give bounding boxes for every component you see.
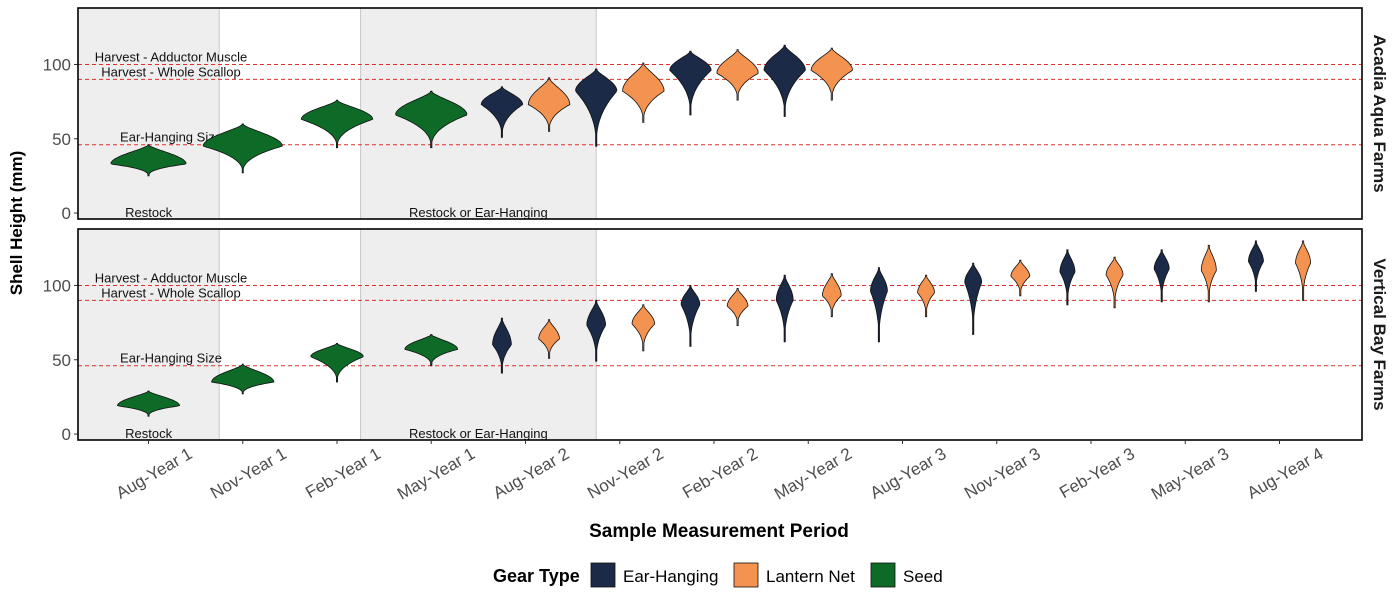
x-tick-label: May-Year 2 xyxy=(771,444,855,504)
violin xyxy=(763,44,806,117)
y-tick-label: 0 xyxy=(62,425,71,444)
violin xyxy=(810,47,853,101)
x-tick-label: Nov-Year 1 xyxy=(207,444,290,503)
violin xyxy=(870,267,888,343)
x-tick-label: Aug-Year 1 xyxy=(113,444,196,503)
x-axis-ticks: Aug-Year 1 Nov-Year 1 Feb-Year 1 May-Year 1… xyxy=(113,440,1327,504)
violin xyxy=(775,274,794,343)
x-tick-label: Nov-Year 2 xyxy=(584,444,667,503)
shaded-period-label: Restock xyxy=(125,205,172,220)
legend-swatch xyxy=(733,562,759,588)
violin xyxy=(669,50,712,116)
violin xyxy=(202,123,283,174)
shaded-period-label: Restock or Ear-Hanging xyxy=(409,426,548,441)
violin xyxy=(1295,240,1312,301)
panel-border xyxy=(77,228,1363,441)
violin xyxy=(1010,259,1031,297)
violin xyxy=(680,285,701,347)
violin xyxy=(821,273,842,318)
violin xyxy=(395,90,468,149)
legend-swatch xyxy=(590,562,616,588)
violin xyxy=(726,288,749,326)
x-tick-label: Nov-Year 3 xyxy=(961,444,1044,503)
y-tick-label: 50 xyxy=(52,130,71,149)
violin xyxy=(527,77,571,132)
legend-title: Gear Type xyxy=(493,566,580,586)
x-tick-label: May-Year 1 xyxy=(394,444,478,504)
x-axis-title: Sample Measurement Period xyxy=(589,521,849,542)
panels-layer: Restock Restock or Ear-Hanging Harvest - A… xyxy=(43,7,1389,444)
violin xyxy=(300,99,374,149)
x-tick-label: Aug-Year 4 xyxy=(1244,444,1327,503)
shaded-period xyxy=(360,228,597,441)
x-tick-label: Aug-Year 2 xyxy=(490,444,573,503)
violin xyxy=(964,262,982,335)
panel-border xyxy=(77,7,1363,220)
violin xyxy=(1153,249,1170,303)
legend-swatch xyxy=(870,562,896,588)
legend-label: Ear-Hanging xyxy=(623,567,718,586)
violin xyxy=(575,68,618,147)
reference-line-label: Harvest - Whole Scallop xyxy=(101,285,240,300)
facet-label: Vertical Bay Farms xyxy=(1370,258,1389,410)
violin xyxy=(1059,249,1076,306)
legend-label: Lantern Net xyxy=(766,567,855,586)
violin xyxy=(310,343,364,383)
violin xyxy=(110,144,187,177)
violin xyxy=(1200,244,1217,303)
x-tick-label: Aug-Year 3 xyxy=(867,444,950,503)
violin xyxy=(1247,240,1264,292)
reference-line-label: Ear-Hanging Size xyxy=(120,351,222,366)
y-tick-label: 0 xyxy=(62,204,71,223)
legend: Gear Type Ear-Hanging Lantern Net Seed xyxy=(493,562,943,588)
shaded-period-label: Restock or Ear-Hanging xyxy=(409,205,548,220)
violin xyxy=(586,299,607,362)
panel-2: Restock Restock or Ear-Hanging Harvest - A… xyxy=(43,228,1389,444)
reference-line-label: Harvest - Adductor Muscle xyxy=(95,270,247,285)
shaded-period xyxy=(77,7,220,220)
violin xyxy=(1105,256,1124,309)
violin xyxy=(492,317,512,374)
legend-items: Ear-Hanging Lantern Net Seed xyxy=(590,562,943,588)
reference-line-label: Ear-Hanging Size xyxy=(120,130,222,145)
violin xyxy=(538,319,560,359)
violin xyxy=(480,86,524,138)
violin xyxy=(622,62,665,123)
violin xyxy=(404,334,459,367)
violin xyxy=(116,390,181,417)
violin xyxy=(917,274,935,318)
x-tick-label: Feb-Year 2 xyxy=(679,444,761,502)
reference-line-label: Harvest - Whole Scallop xyxy=(101,64,240,79)
x-tick-label: Feb-Year 1 xyxy=(302,444,384,502)
violin xyxy=(716,49,759,101)
y-tick-label: 100 xyxy=(43,276,71,295)
violin xyxy=(631,304,656,352)
x-tick-label: Feb-Year 3 xyxy=(1056,444,1138,502)
facet-label: Acadia Aqua Farms xyxy=(1370,34,1389,192)
y-tick-label: 50 xyxy=(52,351,71,370)
y-tick-label: 100 xyxy=(43,55,71,74)
panel-1: Restock Restock or Ear-Hanging Harvest - A… xyxy=(43,7,1389,223)
y-axis-title: Shell Height (mm) xyxy=(7,151,26,296)
shaded-period-label: Restock xyxy=(125,426,172,441)
violin xyxy=(211,363,275,395)
reference-line-label: Harvest - Adductor Muscle xyxy=(95,49,247,64)
legend-label: Seed xyxy=(903,567,943,586)
x-tick-label: May-Year 3 xyxy=(1148,444,1232,504)
